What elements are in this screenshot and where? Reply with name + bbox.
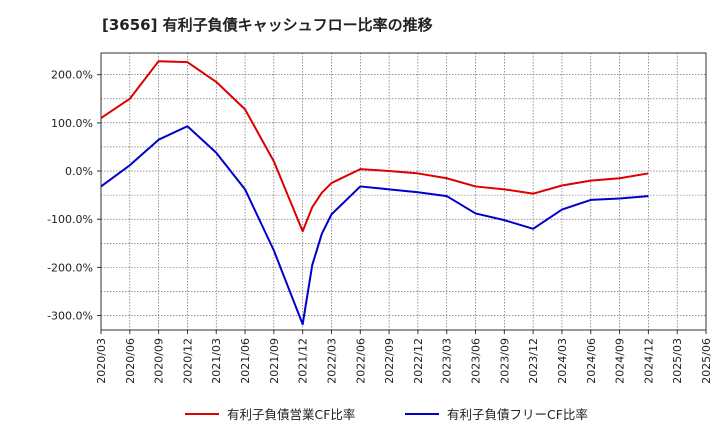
chart-title: [3656] 有利子負債キャッシュフロー比率の推移 bbox=[102, 16, 433, 34]
x-tick-label: 2021/03 bbox=[210, 338, 223, 384]
y-tick-label: 0.0% bbox=[65, 165, 93, 178]
x-tick-label: 2024/12 bbox=[642, 338, 655, 384]
x-axis: 2020/03 2020/06 2020/09 2020/12 2021/03 2021/… bbox=[95, 330, 713, 384]
x-tick-label: 2021/09 bbox=[268, 338, 281, 384]
x-tick-label: 2022/12 bbox=[412, 338, 425, 384]
x-tick-label: 2021/06 bbox=[239, 338, 252, 384]
x-tick-label: 2020/09 bbox=[153, 338, 166, 384]
legend: 有利子負債営業CF比率 有利子負債フリーCF比率 bbox=[185, 407, 588, 422]
x-tick-label: 2020/06 bbox=[124, 338, 137, 384]
y-axis: -300.0% -200.0% -100.0% 0.0% 100.0% 200.0% bbox=[47, 69, 101, 323]
x-tick-label: 2023/09 bbox=[498, 338, 511, 384]
series-lines bbox=[100, 60, 649, 326]
x-tick-label: 2020/03 bbox=[95, 338, 108, 384]
y-tick-label: -100.0% bbox=[47, 213, 93, 226]
x-tick-label: 2025/06 bbox=[700, 338, 713, 384]
x-tick-label: 2023/06 bbox=[470, 338, 483, 384]
x-tick-label: 2023/03 bbox=[441, 338, 454, 384]
x-tick-label: 2021/12 bbox=[297, 338, 310, 384]
plot-frame bbox=[100, 52, 707, 331]
x-tick-label: 2023/12 bbox=[527, 338, 540, 384]
x-tick-label: 2024/09 bbox=[614, 338, 627, 384]
x-tick-label: 2025/03 bbox=[671, 338, 684, 384]
x-tick-label: 2024/06 bbox=[585, 338, 598, 384]
y-tick-label: 100.0% bbox=[51, 117, 93, 130]
x-tick-label: 2022/03 bbox=[325, 338, 338, 384]
series-line-2 bbox=[100, 125, 649, 326]
y-tick-label: 200.0% bbox=[51, 69, 93, 82]
legend-label-1: 有利子負債営業CF比率 bbox=[227, 407, 355, 422]
x-tick-label: 2024/03 bbox=[556, 338, 569, 384]
x-tick-label: 2020/12 bbox=[181, 338, 194, 384]
series-line-1 bbox=[100, 60, 649, 233]
y-tick-label: -300.0% bbox=[47, 310, 93, 323]
y-tick-label: -200.0% bbox=[47, 261, 93, 274]
x-tick-label: 2022/06 bbox=[354, 338, 367, 384]
grid-lines bbox=[101, 53, 706, 330]
legend-label-2: 有利子負債フリーCF比率 bbox=[447, 407, 588, 422]
x-tick-label: 2022/09 bbox=[383, 338, 396, 384]
